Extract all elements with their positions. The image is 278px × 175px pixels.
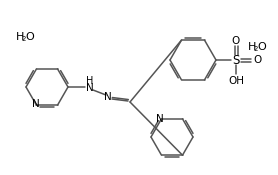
- Text: O: O: [257, 42, 266, 52]
- Text: S: S: [232, 54, 240, 66]
- Text: OH: OH: [228, 76, 244, 86]
- Text: O: O: [232, 36, 240, 46]
- Text: H: H: [248, 42, 256, 52]
- Text: O: O: [254, 55, 262, 65]
- Text: H: H: [16, 32, 24, 42]
- Text: N: N: [156, 114, 163, 124]
- Text: O: O: [25, 32, 34, 42]
- Text: 2: 2: [254, 46, 258, 52]
- Text: N: N: [104, 92, 112, 102]
- Text: H: H: [86, 76, 94, 86]
- Text: N: N: [32, 99, 39, 109]
- Text: N: N: [86, 83, 94, 93]
- Text: 2: 2: [21, 36, 26, 42]
